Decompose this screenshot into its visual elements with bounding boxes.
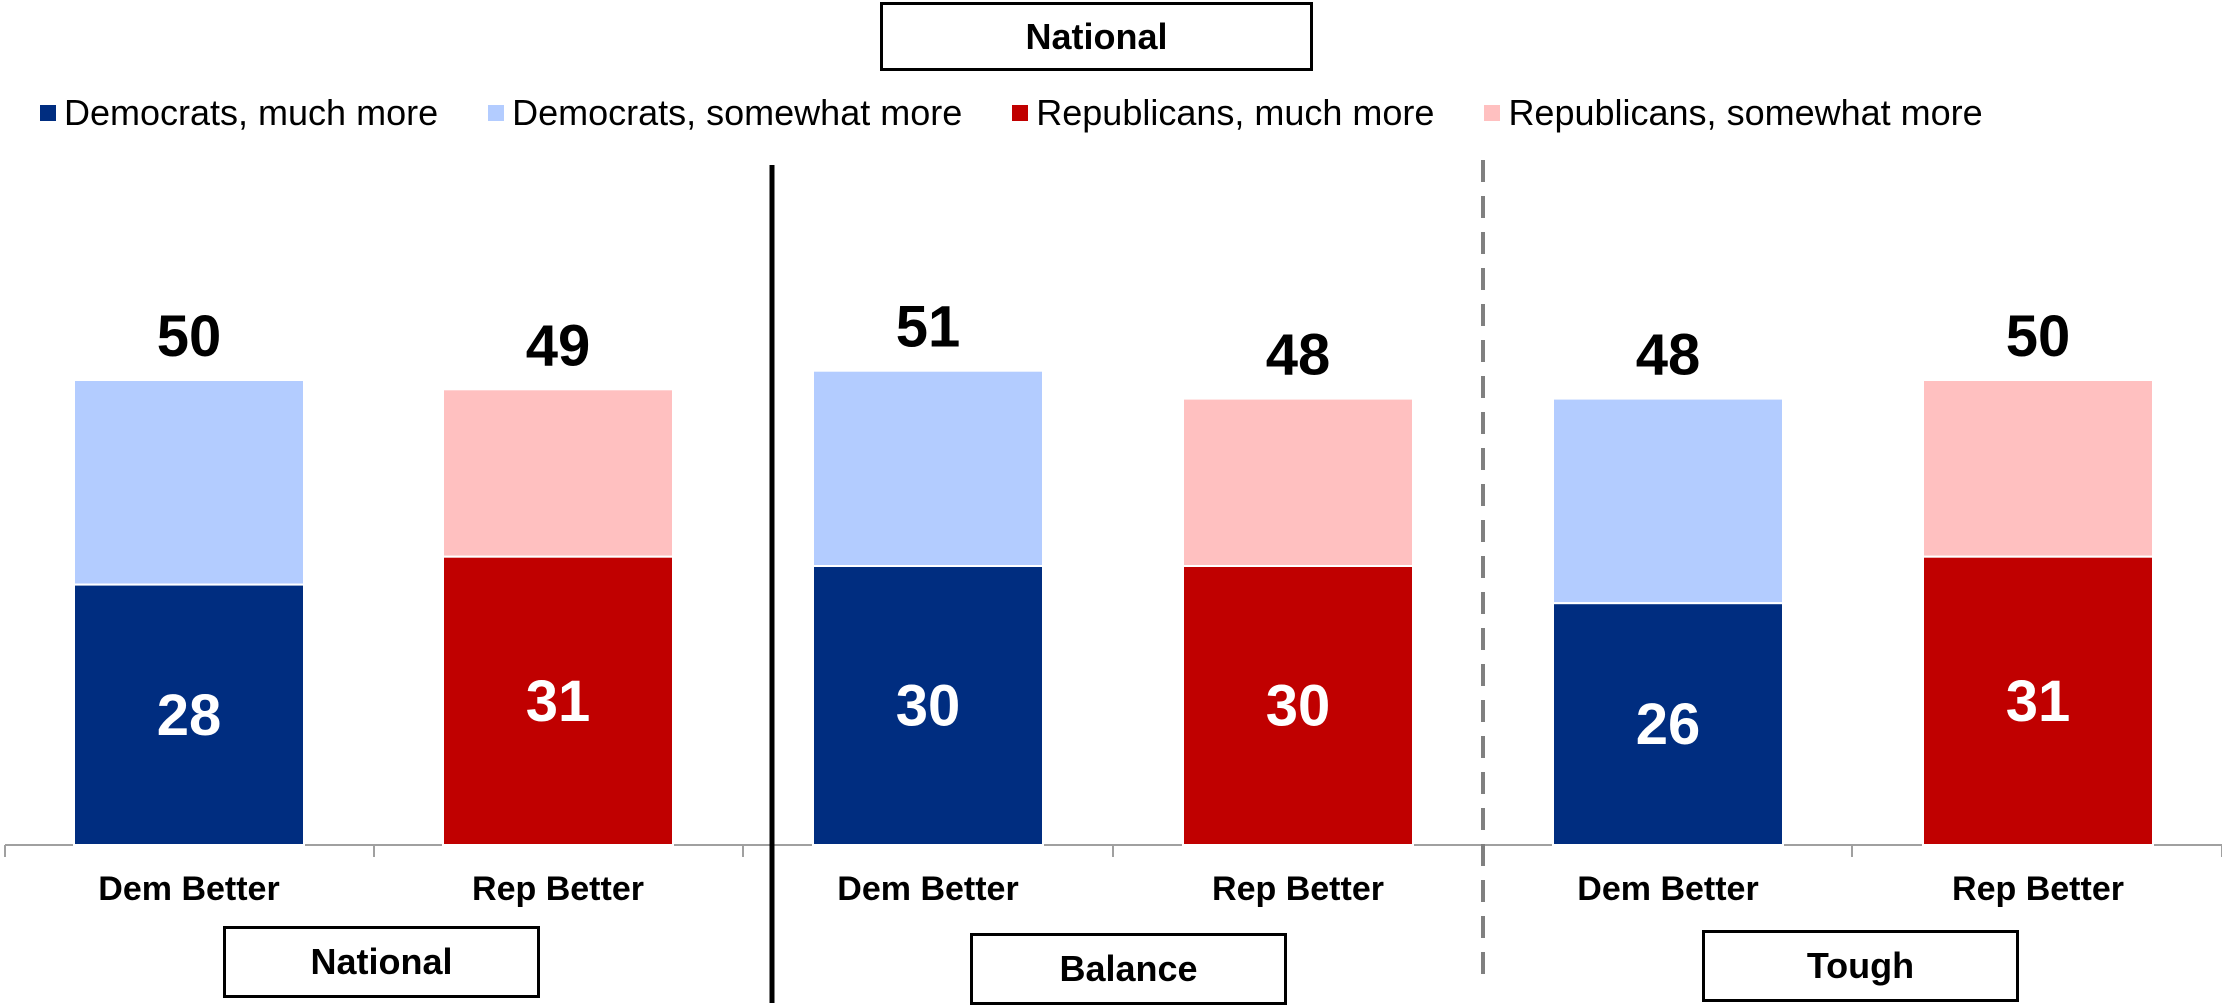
bar-somewhat-2 <box>812 369 1044 568</box>
legend-label-rep-much: Republicans, much more <box>1036 92 1435 133</box>
data-label-total-4: 48 <box>1636 323 1701 388</box>
data-label-total-5: 50 <box>2006 304 2071 369</box>
bar-much-3 <box>1182 565 1414 846</box>
category-label-2: Dem Better <box>837 870 1018 908</box>
legend-item-dem-somewhat: Democrats, somewhat more <box>488 92 962 134</box>
data-label-much-3: 30 <box>1266 674 1331 739</box>
bar-somewhat-0 <box>73 379 305 586</box>
bar-somewhat-1 <box>442 388 674 558</box>
legend-swatch-dem-somewhat <box>488 105 505 121</box>
category-label-1: Rep Better <box>472 870 644 908</box>
data-label-total-2: 51 <box>896 295 961 360</box>
category-label-4: Dem Better <box>1577 870 1758 908</box>
bar-much-1 <box>442 555 674 846</box>
bar-somewhat-4 <box>1552 397 1784 605</box>
data-label-much-5: 31 <box>2006 669 2071 734</box>
legend-label-dem-somewhat: Democrats, somewhat more <box>512 92 963 133</box>
data-label-much-1: 31 <box>526 669 591 734</box>
panel-label-national: National <box>223 926 540 998</box>
legend-item-rep-somewhat: Republicans, somewhat more <box>1484 92 1983 134</box>
legend-label-rep-somewhat: Republicans, somewhat more <box>1508 92 1983 133</box>
bar-somewhat-5 <box>1922 379 2154 558</box>
panel-label-tough: Tough <box>1702 930 2019 1002</box>
bar-much-4 <box>1552 602 1784 847</box>
panel-label-balance: Balance <box>970 933 1287 1005</box>
category-label-3: Rep Better <box>1212 870 1384 908</box>
legend-swatch-rep-much <box>1012 105 1029 121</box>
legend-item-rep-much: Republicans, much more <box>1012 92 1434 134</box>
legend-item-dem-much: Democrats, much more <box>40 92 438 134</box>
bar-much-0 <box>73 583 305 846</box>
legend: Democrats, much more Democrats, somewhat… <box>40 88 1983 138</box>
data-label-total-0: 50 <box>157 304 222 369</box>
bar-somewhat-3 <box>1182 397 1414 567</box>
legend-label-dem-much: Democrats, much more <box>64 92 439 133</box>
data-label-total-3: 48 <box>1266 323 1331 388</box>
bar-much-5 <box>1922 555 2154 846</box>
chart-title: National <box>880 2 1313 71</box>
data-label-much-0: 28 <box>157 683 222 748</box>
bar-much-2 <box>812 565 1044 846</box>
category-label-5: Rep Better <box>1952 870 2124 908</box>
data-label-much-4: 26 <box>1636 692 1701 757</box>
category-label-0: Dem Better <box>98 870 279 908</box>
legend-swatch-rep-somewhat <box>1484 105 1501 121</box>
data-label-much-2: 30 <box>896 674 961 739</box>
data-label-total-1: 49 <box>526 313 591 378</box>
legend-swatch-dem-much <box>40 105 56 121</box>
